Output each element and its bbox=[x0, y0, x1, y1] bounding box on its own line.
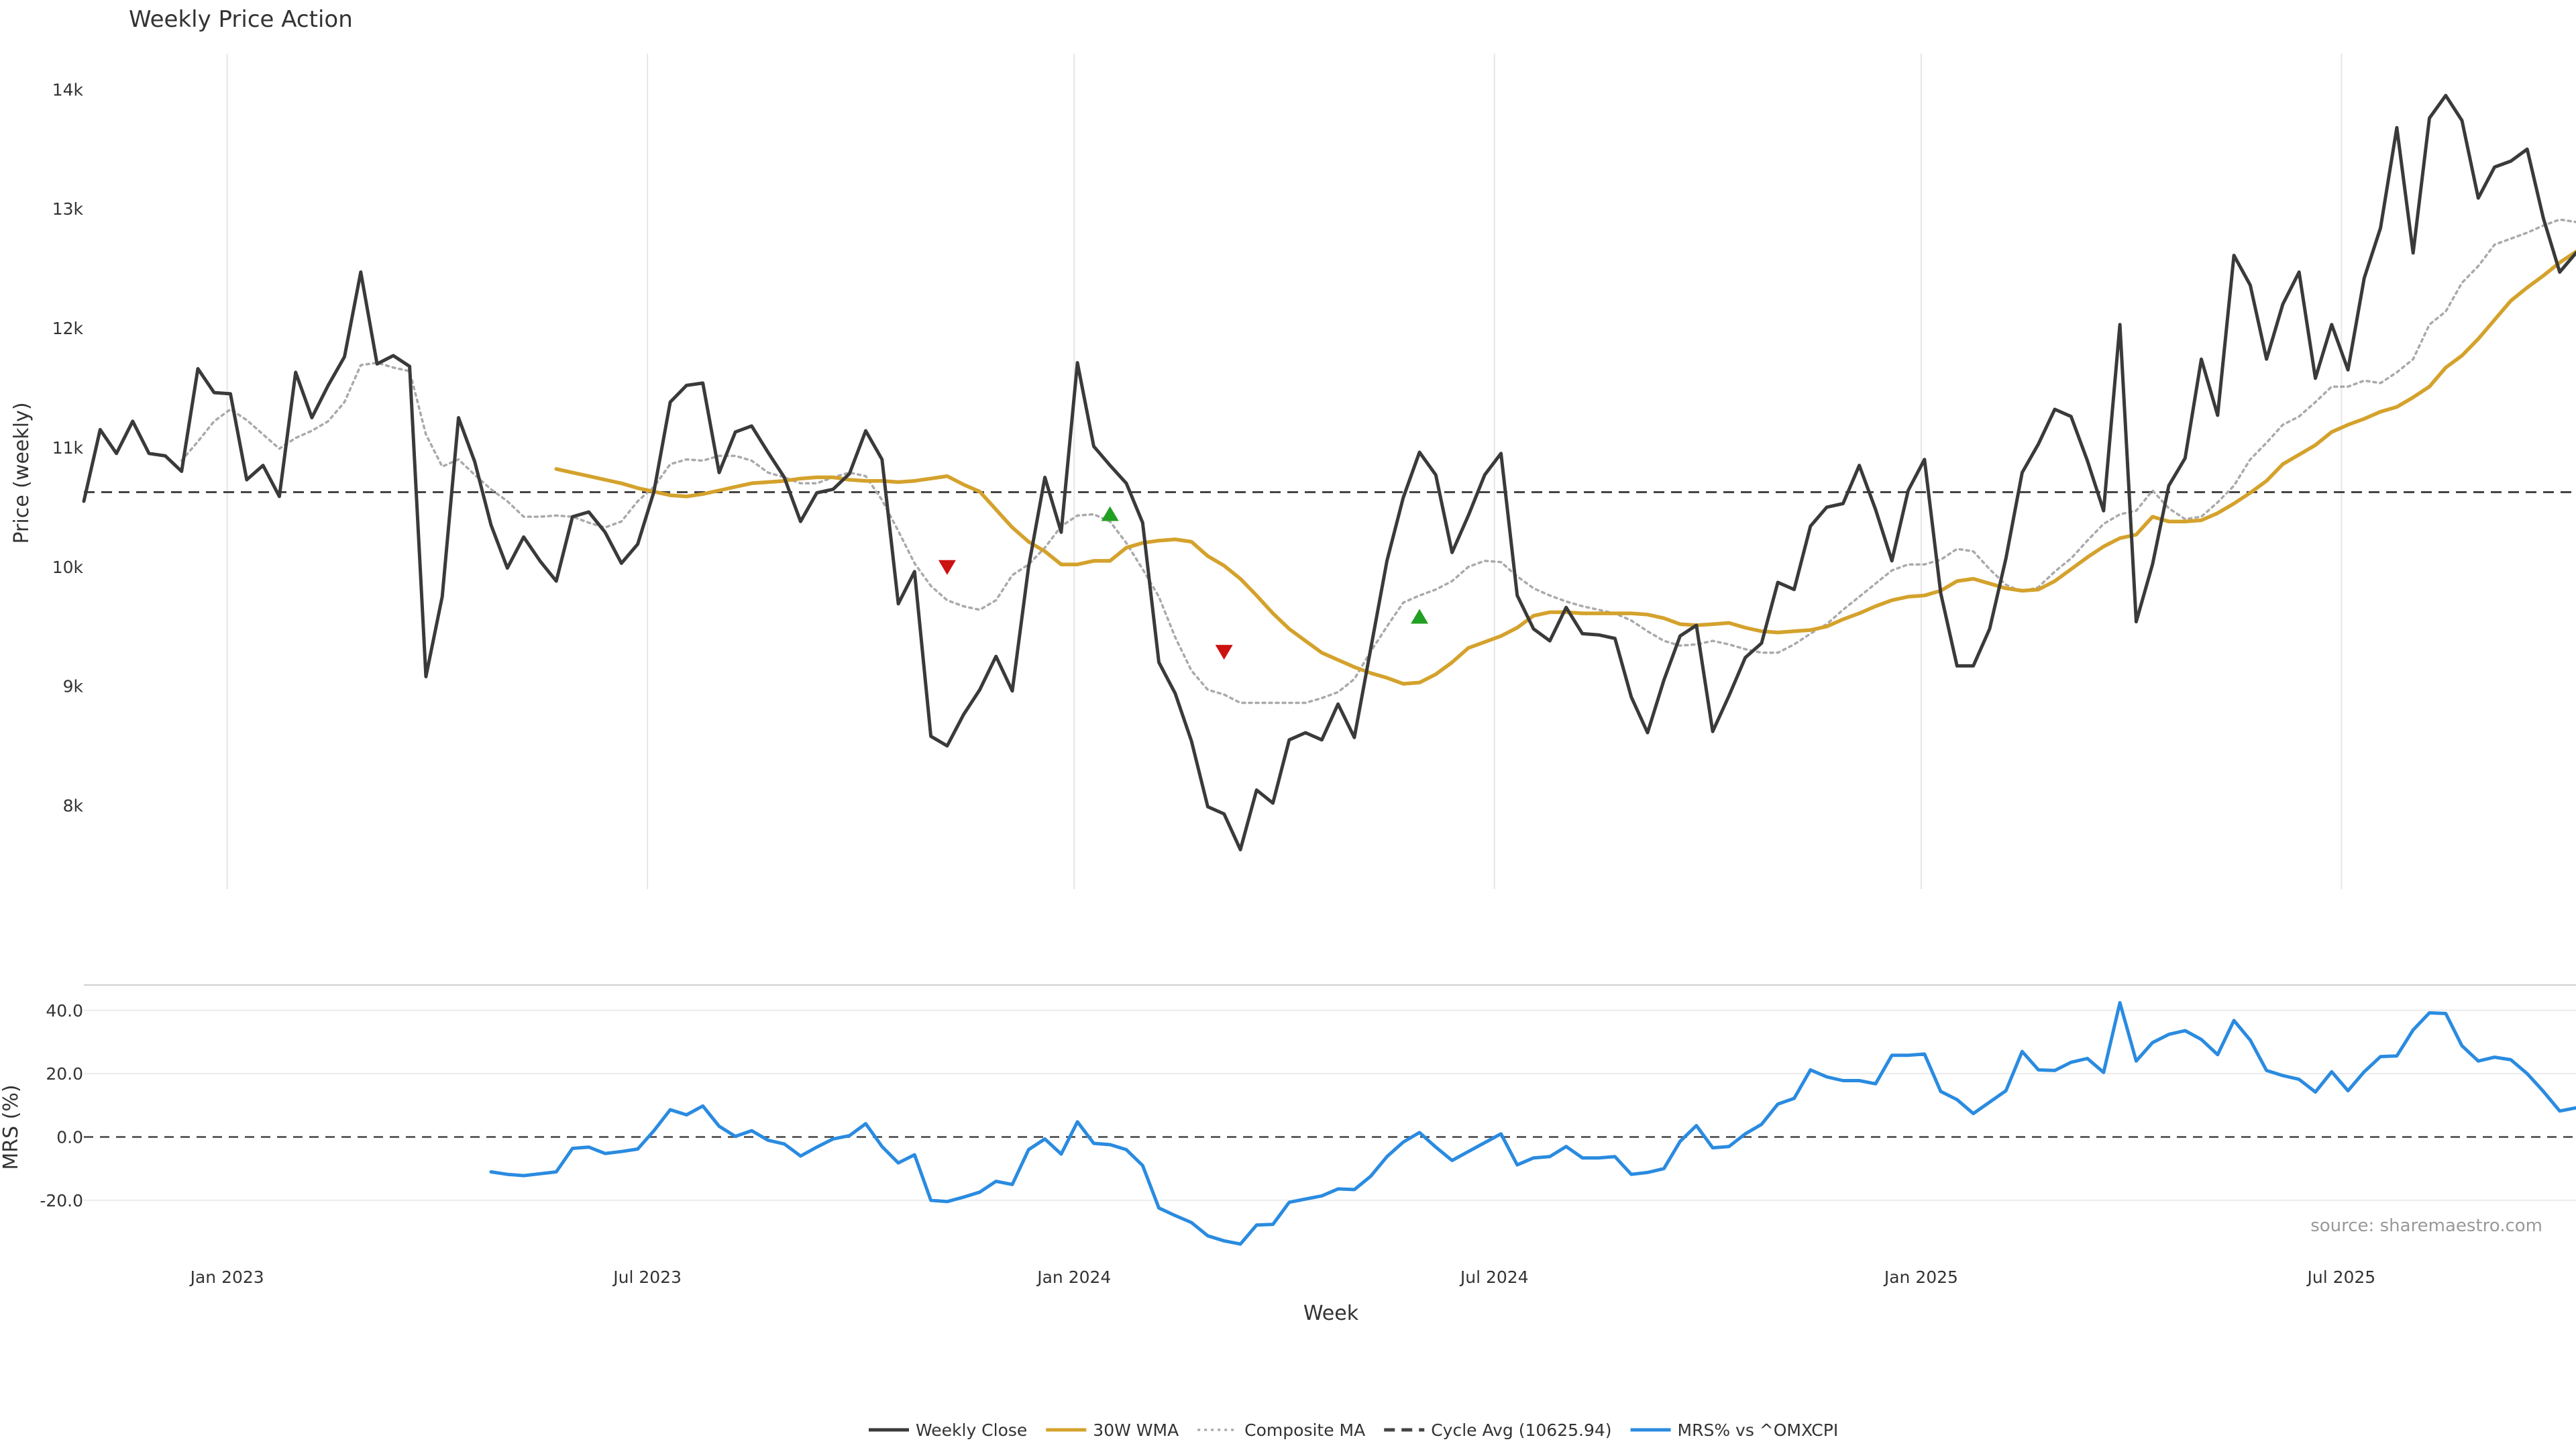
chart-title: Weekly Price Action bbox=[129, 6, 353, 33]
x-tick-label-jan-2025: Jan 2025 bbox=[1883, 1267, 1958, 1287]
tick-labels: Jan 2023 Jul 2023 Jan 2024 Jul 2024 Jan 2025… bbox=[40, 80, 2375, 1287]
price-y-tick-14k: 14k bbox=[52, 80, 84, 99]
mrs-y-tick-40-0: 40.0 bbox=[46, 1001, 83, 1021]
series-line-weekly-close bbox=[82, 93, 2576, 851]
series-line-30w-wma bbox=[554, 250, 2576, 686]
price-y-axis-label: Price (weekly) bbox=[10, 402, 34, 543]
x-tick-label-jul-2023: Jul 2023 bbox=[612, 1267, 682, 1287]
price-y-tick-10k: 10k bbox=[52, 558, 84, 577]
buy-signal-marker-4 bbox=[1411, 609, 1429, 624]
sell-signal-marker-3 bbox=[1215, 645, 1233, 660]
mrs-y-tick-20-0: 20.0 bbox=[46, 1064, 83, 1084]
price-series-layer bbox=[82, 93, 2576, 851]
x-tick-label-jul-2024: Jul 2024 bbox=[1459, 1267, 1529, 1287]
price-y-tick-12k: 12k bbox=[52, 319, 84, 338]
legend-label-weekly-close: Weekly Close bbox=[916, 1420, 1027, 1440]
grid-layer bbox=[84, 54, 2576, 1201]
x-tick-label-jul-2025: Jul 2025 bbox=[2306, 1267, 2375, 1287]
series-line-composite-ma bbox=[180, 218, 2576, 705]
buy-signal-marker-2 bbox=[1101, 506, 1119, 521]
x-axis-label: Week bbox=[1303, 1302, 1359, 1325]
legend-label-composite-ma: Composite MA bbox=[1244, 1420, 1365, 1440]
legend-label-mrs-vs-omxcpi: MRS% vs ^OMXCPI bbox=[1678, 1420, 1839, 1440]
legend: Weekly Close 30W WMA Composite MA Cycle Avg… bbox=[869, 1420, 1838, 1440]
mrs-y-tick-20-0: -20.0 bbox=[40, 1191, 83, 1210]
x-tick-label-jan-2024: Jan 2024 bbox=[1036, 1267, 1111, 1287]
price-y-tick-8k: 8k bbox=[63, 796, 84, 816]
legend-label-cycle-avg-10625-94: Cycle Avg (10625.94) bbox=[1431, 1420, 1611, 1440]
legend-label-30w-wma: 30W WMA bbox=[1093, 1420, 1179, 1440]
price-y-tick-13k: 13k bbox=[52, 199, 84, 219]
x-tick-label-jan-2023: Jan 2023 bbox=[189, 1267, 264, 1287]
signal-markers bbox=[938, 506, 1429, 660]
price-y-tick-9k: 9k bbox=[63, 677, 84, 696]
sell-signal-marker-1 bbox=[938, 560, 956, 575]
price-y-tick-11k: 11k bbox=[52, 438, 84, 458]
reference-lines bbox=[84, 490, 2576, 1138]
series-line-mrs-vs-omxcpi bbox=[489, 1000, 2576, 1246]
mrs-y-tick-0-0: 0.0 bbox=[56, 1128, 83, 1147]
source-text: source: sharemaestro.com bbox=[2310, 1216, 2542, 1236]
mrs-y-axis-label: MRS (%) bbox=[0, 1084, 23, 1170]
mrs-series-layer bbox=[489, 1000, 2576, 1246]
